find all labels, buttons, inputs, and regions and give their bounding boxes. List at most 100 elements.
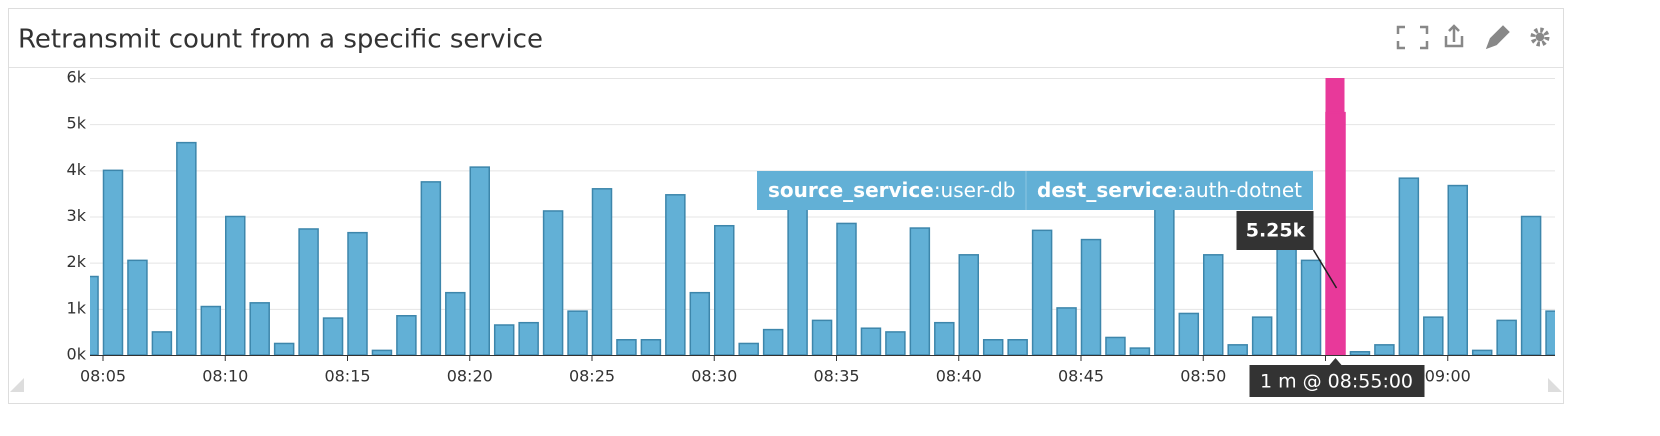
bar xyxy=(396,315,417,356)
bar xyxy=(493,324,515,356)
bar xyxy=(127,259,148,356)
value-label: 5.25k xyxy=(1246,220,1306,242)
tag-text: dest_service:auth-dotnet xyxy=(1037,178,1302,202)
bar xyxy=(1423,316,1444,356)
bar xyxy=(860,327,882,356)
bar xyxy=(836,222,857,356)
bar xyxy=(225,215,246,356)
x-tick-label: 08:30 xyxy=(691,367,737,386)
tag-key: dest_service xyxy=(1037,178,1177,202)
tag-value: :user-db xyxy=(934,178,1016,202)
bar xyxy=(714,224,735,356)
share-icon[interactable] xyxy=(1444,24,1464,48)
bar xyxy=(958,254,979,356)
y-tick-label: 0k xyxy=(67,345,87,364)
resize-handle[interactable] xyxy=(10,378,24,392)
edit-icon[interactable] xyxy=(1485,25,1510,50)
bar xyxy=(1007,339,1028,356)
bar xyxy=(591,188,613,356)
bar xyxy=(640,339,662,356)
fullscreen-icon[interactable] xyxy=(1396,25,1429,50)
bar xyxy=(1520,215,1542,356)
bar xyxy=(1154,197,1175,356)
bar xyxy=(762,328,784,356)
time-label: 1 m @ 08:55:00 xyxy=(1260,371,1413,393)
x-tick-label: 08:25 xyxy=(569,367,615,386)
bar xyxy=(787,192,808,356)
y-tick-label: 2k xyxy=(67,252,87,271)
bar xyxy=(200,305,222,356)
x-tick-label: 08:45 xyxy=(1058,367,1104,386)
bar xyxy=(1203,254,1224,356)
bar xyxy=(1227,344,1248,356)
header-icons xyxy=(1396,24,1550,50)
settings-icon[interactable] xyxy=(1530,27,1550,47)
resize-handle[interactable] xyxy=(1548,378,1562,392)
bar xyxy=(1496,319,1517,356)
bar xyxy=(469,166,490,356)
chart-title: Retransmit count from a specific service xyxy=(18,25,543,55)
bar xyxy=(249,302,270,356)
bar xyxy=(982,339,1004,356)
bar xyxy=(885,331,906,356)
bar xyxy=(1129,347,1151,356)
bar xyxy=(542,210,564,356)
pointer-line xyxy=(1312,249,1338,289)
bar xyxy=(273,342,295,356)
bar xyxy=(616,339,637,356)
tag-key: source_service xyxy=(768,178,934,202)
tooltip: source_service:user-db dest_service:auth-… xyxy=(757,171,1425,397)
bar xyxy=(934,321,955,356)
tag-box xyxy=(757,171,1313,210)
bar xyxy=(1251,316,1273,356)
bar xyxy=(1080,238,1102,356)
bar xyxy=(1545,310,1555,356)
x-tick-label: 08:50 xyxy=(1180,367,1226,386)
bar xyxy=(151,331,173,356)
bar xyxy=(90,275,99,356)
bar xyxy=(371,349,393,356)
bar xyxy=(1398,177,1420,356)
bar xyxy=(1276,243,1297,356)
bar xyxy=(1374,344,1395,356)
bar xyxy=(689,291,711,356)
bar xyxy=(176,141,197,356)
bar xyxy=(1349,351,1371,356)
tag-text: source_service:user-db xyxy=(768,178,1016,202)
x-tick-label: 08:15 xyxy=(324,367,370,386)
y-tick-label: 6k xyxy=(67,68,87,87)
bar xyxy=(347,231,368,356)
x-tick-label: 08:05 xyxy=(80,367,126,386)
bar xyxy=(420,181,442,356)
value-box xyxy=(1236,211,1314,250)
y-tick-label: 3k xyxy=(67,206,87,225)
y-tick-label: 1k xyxy=(67,298,87,317)
x-tick-label: 08:10 xyxy=(202,367,248,386)
bar xyxy=(1300,259,1322,356)
bar xyxy=(909,227,931,356)
bar xyxy=(102,169,124,356)
bar xyxy=(1056,307,1077,356)
time-box xyxy=(1249,365,1425,397)
y-tick-label: 5k xyxy=(67,114,87,133)
x-tick-label: 08:40 xyxy=(936,367,982,386)
tag-value: :auth-dotnet xyxy=(1177,178,1302,202)
bar xyxy=(1178,312,1200,356)
bar xyxy=(298,228,319,356)
bar xyxy=(1105,336,1126,356)
bar xyxy=(1325,111,1346,356)
x-tick-label: 09:00 xyxy=(1425,367,1471,386)
x-tick-label: 08:20 xyxy=(447,367,493,386)
bar xyxy=(322,317,344,356)
bar xyxy=(518,321,539,356)
bar xyxy=(665,194,686,356)
time-pointer xyxy=(1329,358,1342,365)
x-tick-label: 08:35 xyxy=(813,367,859,386)
bar xyxy=(445,291,466,356)
bar xyxy=(567,310,588,356)
bar xyxy=(1031,229,1053,356)
bar xyxy=(738,342,759,356)
y-tick-label: 4k xyxy=(67,160,87,179)
